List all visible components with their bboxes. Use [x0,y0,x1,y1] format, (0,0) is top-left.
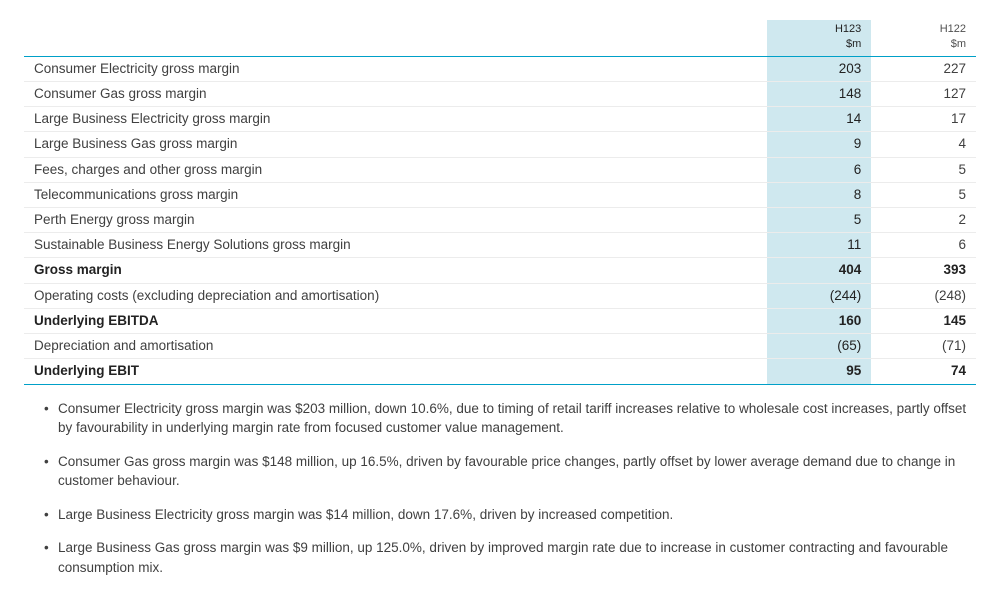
table-row: Fees, charges and other gross margin65 [24,157,976,182]
row-value: 148 [767,81,872,106]
row-label: Large Business Electricity gross margin [24,107,767,132]
row-label: Depreciation and amortisation [24,334,767,359]
commentary-item: Consumer Gas gross margin was $148 milli… [44,452,976,491]
col-period: H122 [940,23,966,35]
row-value: 203 [767,56,872,81]
table-body: Consumer Electricity gross margin203227C… [24,56,976,384]
row-label: Large Business Gas gross margin [24,132,767,157]
row-value: (248) [871,283,976,308]
table-row: Underlying EBITDA160145 [24,308,976,333]
row-label: Perth Energy gross margin [24,208,767,233]
row-label: Underlying EBIT [24,359,767,384]
row-label: Operating costs (excluding depreciation … [24,283,767,308]
row-value: 5 [871,182,976,207]
row-value: 74 [871,359,976,384]
row-value: (65) [767,334,872,359]
col-unit: $m [881,37,966,52]
row-value: 9 [767,132,872,157]
table-row: Depreciation and amortisation(65)(71) [24,334,976,359]
row-value: 8 [767,182,872,207]
table-row: Perth Energy gross margin52 [24,208,976,233]
col-period: H123 [835,23,861,35]
row-value: 393 [871,258,976,283]
row-value: 5 [871,157,976,182]
col-unit: $m [777,37,862,52]
row-value: 11 [767,233,872,258]
row-label: Sustainable Business Energy Solutions gr… [24,233,767,258]
row-value: 404 [767,258,872,283]
financial-table: H123 $m H122 $m Consumer Electricity gro… [24,20,976,385]
row-value: 4 [871,132,976,157]
row-label: Telecommunications gross margin [24,182,767,207]
row-value: 6 [767,157,872,182]
table-row: Telecommunications gross margin85 [24,182,976,207]
row-value: (71) [871,334,976,359]
row-value: 5 [767,208,872,233]
table-row: Sustainable Business Energy Solutions gr… [24,233,976,258]
commentary-item: Consumer Electricity gross margin was $2… [44,399,976,438]
row-value: 145 [871,308,976,333]
table-header: H123 $m H122 $m [24,20,976,56]
table-row: Large Business Electricity gross margin1… [24,107,976,132]
commentary-list: Consumer Electricity gross margin was $2… [24,399,976,578]
row-label: Consumer Gas gross margin [24,81,767,106]
row-value: 160 [767,308,872,333]
commentary-item: Large Business Gas gross margin was $9 m… [44,538,976,577]
row-value: 95 [767,359,872,384]
table-row: Large Business Gas gross margin94 [24,132,976,157]
row-value: 6 [871,233,976,258]
table-row: Consumer Gas gross margin148127 [24,81,976,106]
table-row: Underlying EBIT9574 [24,359,976,384]
table-row: Operating costs (excluding depreciation … [24,283,976,308]
col-header-prior: H122 $m [871,20,976,56]
row-value: 227 [871,56,976,81]
row-value: 14 [767,107,872,132]
row-value: 2 [871,208,976,233]
table-row: Gross margin404393 [24,258,976,283]
row-value: 17 [871,107,976,132]
row-value: 127 [871,81,976,106]
row-label: Gross margin [24,258,767,283]
row-label: Fees, charges and other gross margin [24,157,767,182]
table-row: Consumer Electricity gross margin203227 [24,56,976,81]
row-label: Consumer Electricity gross margin [24,56,767,81]
commentary-item: Large Business Electricity gross margin … [44,505,976,525]
col-header-current: H123 $m [767,20,872,56]
row-label: Underlying EBITDA [24,308,767,333]
row-value: (244) [767,283,872,308]
